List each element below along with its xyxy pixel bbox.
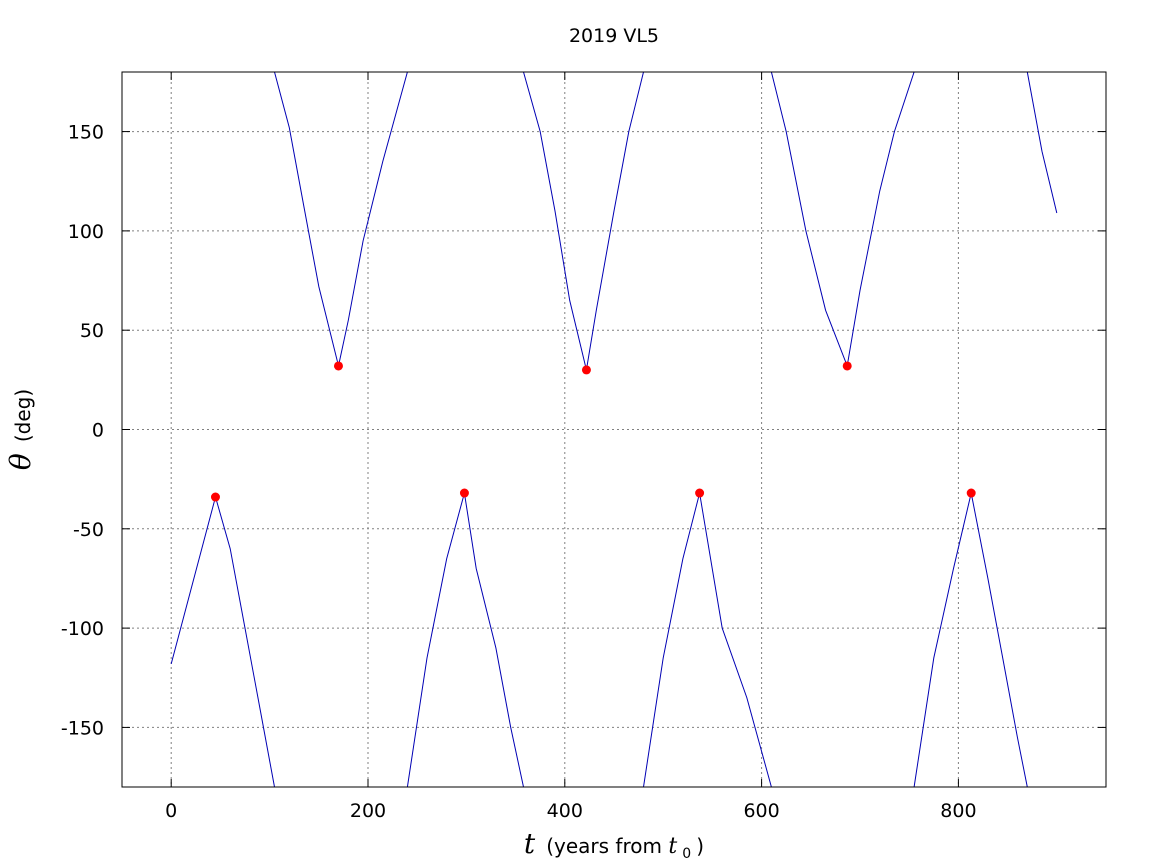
x-tick-label: 400 xyxy=(547,800,583,822)
series-line-segment xyxy=(170,495,275,788)
y-tick-label: -100 xyxy=(61,618,104,640)
data-point-marker xyxy=(333,361,343,371)
series-line-segment xyxy=(913,492,1028,788)
x-axis-sub-variable: t xyxy=(668,834,677,859)
x-tick-label: 800 xyxy=(940,800,976,822)
y-tick-label: 50 xyxy=(80,320,104,342)
y-axis-unit: (deg) xyxy=(11,389,35,442)
series-line-segment xyxy=(643,492,772,788)
marker-layer xyxy=(210,361,976,502)
y-tick-label: 150 xyxy=(68,122,104,144)
y-tick-label: 0 xyxy=(92,420,104,442)
y-tick-label: -150 xyxy=(61,717,104,739)
y-axis-variable: θ xyxy=(4,453,37,470)
series-line-segment xyxy=(406,492,524,788)
series-line-segment xyxy=(523,71,644,371)
x-tick-label: 600 xyxy=(743,800,779,822)
grid xyxy=(122,72,1106,787)
x-tick-label: 0 xyxy=(165,800,177,822)
ticks-layer xyxy=(122,72,1106,787)
x-axis-subscript: 0 xyxy=(682,846,691,862)
x-axis-close: ) xyxy=(696,834,704,858)
data-point-marker xyxy=(459,488,469,498)
x-axis-variable: t xyxy=(524,827,536,860)
data-point-marker xyxy=(210,492,220,502)
chart-title: 2019 VL5 xyxy=(569,25,659,47)
series-line-segment xyxy=(770,71,915,368)
x-axis-label: t (years from t 0 ) xyxy=(524,827,704,862)
data-point-marker xyxy=(581,365,591,375)
y-tick-label: -50 xyxy=(73,519,104,541)
x-tick-label: 200 xyxy=(350,800,386,822)
data-point-marker xyxy=(695,488,705,498)
series-line-segment xyxy=(274,71,408,367)
series-line-segment xyxy=(1026,71,1058,214)
data-point-marker xyxy=(966,488,976,498)
x-axis-unit: (years from xyxy=(546,834,668,858)
y-tick-label: 100 xyxy=(68,221,104,243)
y-axis-label: θ (deg) xyxy=(4,389,37,470)
tick-labels-layer: 0 200 400 600 800 -150 -100 -50 0 50 100 150 xyxy=(61,122,977,822)
data-point-marker xyxy=(842,361,852,371)
